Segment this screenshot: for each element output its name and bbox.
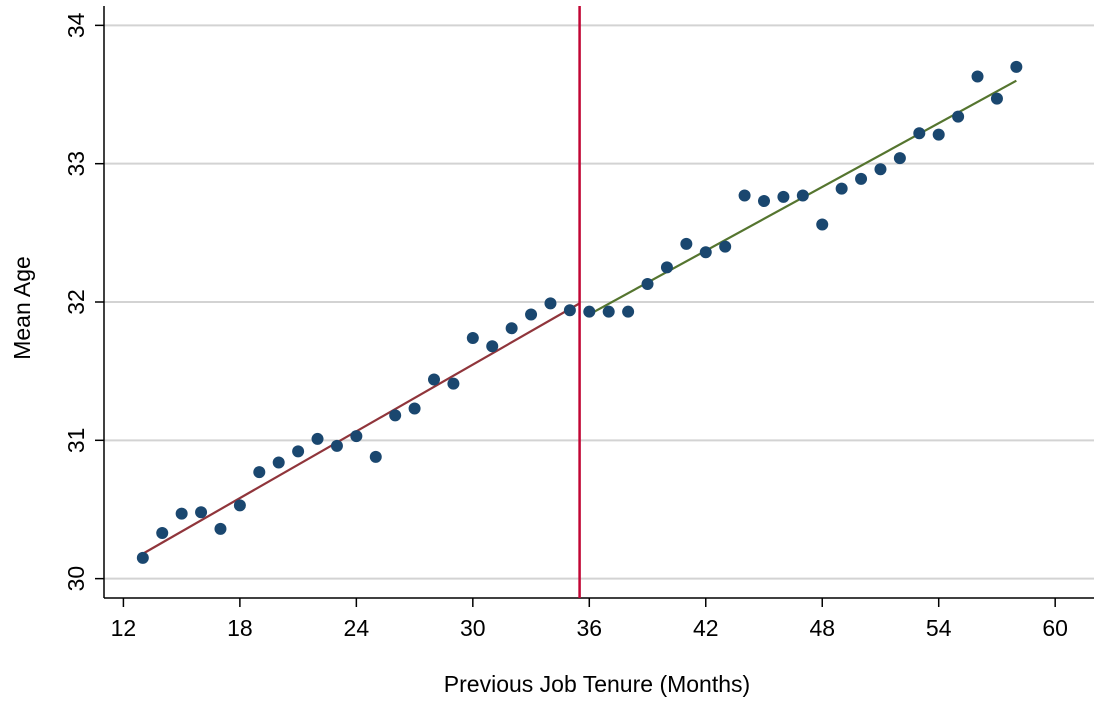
data-point bbox=[428, 373, 440, 386]
data-point bbox=[369, 450, 382, 463]
x-tick-label: 36 bbox=[576, 615, 602, 641]
data-point bbox=[622, 305, 635, 318]
y-tick-label: 30 bbox=[63, 566, 89, 592]
data-point bbox=[466, 331, 479, 344]
fit-line-left bbox=[142, 302, 581, 555]
data-point bbox=[758, 195, 770, 208]
data-point bbox=[835, 182, 848, 195]
data-point bbox=[641, 278, 654, 291]
data-point bbox=[602, 305, 615, 318]
data-point bbox=[292, 445, 305, 458]
data-point bbox=[913, 127, 926, 140]
data-point bbox=[525, 308, 538, 321]
data-point bbox=[893, 152, 906, 165]
data-point bbox=[214, 522, 227, 535]
data-point bbox=[408, 402, 421, 415]
y-tick-label: 31 bbox=[63, 428, 89, 454]
data-point bbox=[389, 409, 402, 422]
data-point bbox=[156, 526, 169, 539]
data-point bbox=[738, 189, 751, 202]
data-point bbox=[816, 218, 829, 231]
x-tick-label: 54 bbox=[926, 615, 952, 641]
x-tick-label: 24 bbox=[344, 615, 370, 641]
y-tick-label: 34 bbox=[63, 12, 89, 38]
data-point bbox=[447, 377, 460, 390]
data-point bbox=[971, 70, 984, 83]
data-point bbox=[874, 163, 887, 176]
gridlines bbox=[104, 24, 1094, 580]
data-point bbox=[136, 551, 149, 564]
x-tick-label: 60 bbox=[1042, 615, 1068, 641]
data-point bbox=[932, 128, 945, 141]
x-axis-title: Previous Job Tenure (Months) bbox=[444, 671, 750, 697]
data-point bbox=[330, 439, 343, 452]
data-point bbox=[350, 430, 363, 443]
data-point bbox=[311, 432, 324, 445]
x-tick-label: 30 bbox=[460, 615, 486, 641]
y-tick-label: 33 bbox=[63, 151, 89, 177]
data-points bbox=[136, 60, 1023, 564]
x-tick-label: 12 bbox=[111, 615, 137, 641]
data-point bbox=[583, 305, 596, 318]
data-point bbox=[175, 507, 188, 520]
axes: 30 31 32 33 34 12 18 24 30 36 42 48 54 60 bbox=[63, 6, 1094, 641]
x-tick-label: 18 bbox=[227, 615, 253, 641]
data-point bbox=[990, 92, 1003, 105]
data-point bbox=[272, 456, 285, 469]
data-point bbox=[233, 499, 246, 512]
data-point bbox=[855, 172, 868, 185]
data-point bbox=[952, 110, 965, 123]
data-point bbox=[777, 190, 790, 203]
data-point bbox=[1010, 60, 1023, 73]
y-axis-title: Mean Age bbox=[9, 256, 35, 360]
data-point bbox=[563, 304, 576, 317]
data-point bbox=[505, 322, 518, 335]
x-tick-label: 48 bbox=[809, 615, 835, 641]
data-point bbox=[699, 246, 712, 259]
data-point bbox=[195, 506, 208, 519]
data-point bbox=[544, 297, 557, 310]
data-point bbox=[680, 237, 693, 250]
data-point bbox=[660, 261, 673, 274]
data-point bbox=[796, 189, 809, 202]
x-tick-label: 42 bbox=[693, 615, 719, 641]
data-point bbox=[719, 240, 732, 253]
data-point bbox=[486, 340, 499, 353]
y-tick-label: 32 bbox=[63, 289, 89, 315]
data-point bbox=[253, 466, 266, 479]
